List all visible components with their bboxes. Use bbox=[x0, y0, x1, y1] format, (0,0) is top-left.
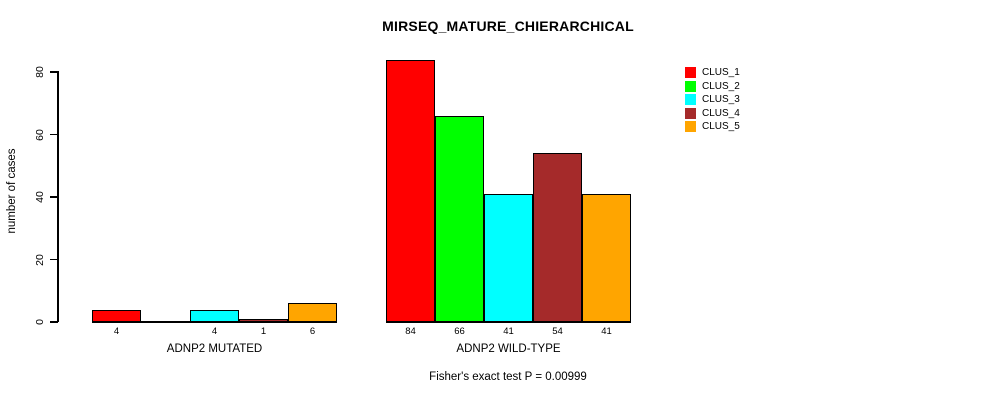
legend-label: CLUS_4 bbox=[702, 107, 740, 119]
legend-label: CLUS_2 bbox=[702, 80, 740, 92]
y-tick-mark bbox=[50, 71, 58, 73]
y-tick-label: 80 bbox=[34, 66, 46, 78]
bar-clus_4 bbox=[533, 153, 582, 322]
legend-swatch bbox=[685, 67, 696, 79]
group-baseline bbox=[92, 321, 337, 323]
y-axis-title: number of cases bbox=[6, 148, 18, 234]
legend-row: CLUS_4 bbox=[685, 107, 740, 121]
y-tick-mark bbox=[50, 196, 58, 198]
bar-value-label: 4 bbox=[211, 326, 218, 337]
legend-row: CLUS_2 bbox=[685, 80, 740, 94]
legend-swatch bbox=[685, 94, 696, 106]
y-tick-label: 60 bbox=[34, 128, 46, 141]
y-tick-label: 40 bbox=[34, 191, 46, 203]
bar-value-label: 1 bbox=[260, 326, 267, 337]
bar-clus_2 bbox=[435, 115, 484, 322]
group-label: ADNP2 WILD-TYPE bbox=[456, 343, 561, 355]
y-tick-mark bbox=[50, 133, 58, 136]
group-baseline bbox=[386, 321, 631, 323]
legend-label: CLUS_3 bbox=[702, 94, 740, 106]
y-tick-label: 0 bbox=[34, 319, 46, 325]
bar-clus_1 bbox=[92, 309, 141, 322]
bar-value-label: 41 bbox=[601, 326, 612, 337]
y-tick-mark bbox=[50, 321, 58, 323]
legend-row: CLUS_1 bbox=[685, 66, 740, 80]
bar-clus_5 bbox=[582, 193, 631, 322]
bar-value-label: 41 bbox=[503, 326, 514, 337]
group-label: ADNP2 MUTATED bbox=[166, 343, 263, 355]
legend-swatch bbox=[685, 121, 696, 133]
fisher-test-note: Fisher's exact test P = 0.00999 bbox=[429, 371, 587, 383]
bar-clus_3 bbox=[190, 309, 239, 322]
legend-label: CLUS_1 bbox=[702, 67, 740, 79]
legend-swatch bbox=[685, 80, 696, 92]
bar-clus_3 bbox=[484, 193, 533, 322]
bar-clus_4 bbox=[239, 318, 288, 322]
bar-value-label: 66 bbox=[454, 326, 465, 337]
legend-label: CLUS_5 bbox=[702, 121, 740, 133]
y-axis-line bbox=[57, 71, 59, 322]
legend-row: CLUS_5 bbox=[685, 120, 740, 134]
y-tick-mark bbox=[50, 258, 58, 261]
bar-value-label: 84 bbox=[405, 326, 416, 337]
legend-swatch bbox=[685, 107, 696, 119]
bar-clus_1 bbox=[386, 59, 435, 322]
bar-clus_5 bbox=[288, 303, 337, 322]
bar-value-label: 54 bbox=[552, 326, 563, 337]
chart-title: MIRSEQ_MATURE_CHIERARCHICAL bbox=[382, 18, 634, 34]
legend: CLUS_1 CLUS_2 CLUS_3 CLUS_4 CLUS_5 bbox=[685, 66, 740, 134]
bar-value-label: 6 bbox=[309, 326, 316, 337]
legend-row: CLUS_3 bbox=[685, 93, 740, 107]
bar-value-label: 4 bbox=[113, 326, 120, 337]
y-tick-label: 20 bbox=[34, 253, 46, 266]
